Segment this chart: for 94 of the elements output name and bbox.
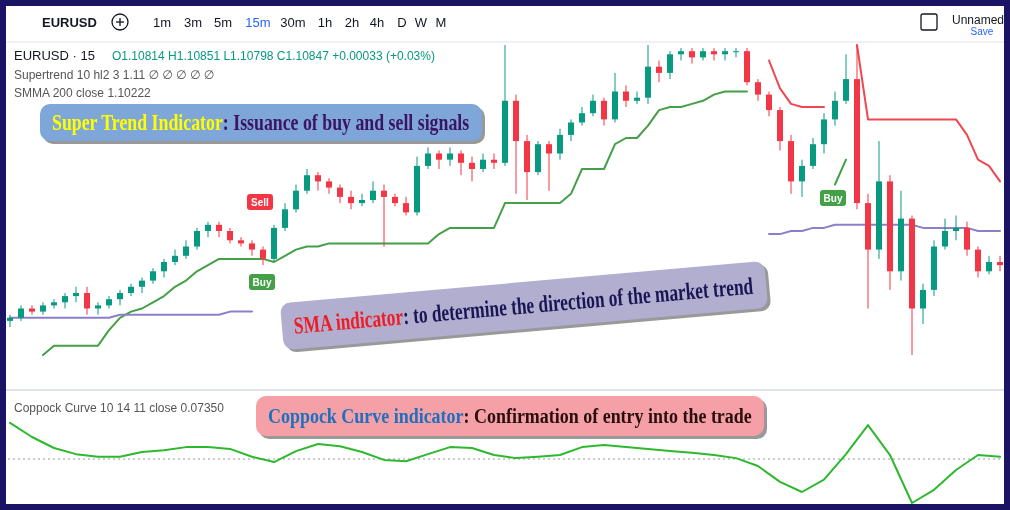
candlestick [370, 180, 376, 204]
annotation: Buy [252, 277, 272, 288]
candlestick [986, 255, 992, 275]
candlestick [568, 118, 574, 142]
text: M [435, 15, 447, 30]
candlestick [953, 215, 959, 241]
candlestick [711, 47, 717, 61]
candlestick [194, 227, 200, 251]
candlestick [491, 153, 497, 170]
candlestick [590, 94, 596, 117]
candlestick [139, 277, 145, 294]
candlestick [73, 286, 79, 303]
candlestick [799, 159, 805, 198]
candlestick [40, 301, 46, 316]
candlestick [216, 221, 222, 238]
candlestick [447, 146, 453, 167]
candlestick [436, 149, 442, 170]
candlestick [172, 249, 178, 266]
text: Unnamed [952, 13, 1005, 27]
candlestick [381, 184, 387, 247]
candlestick [359, 193, 365, 207]
candlestick [942, 218, 948, 251]
candlestick [469, 156, 475, 182]
candlestick [304, 168, 310, 195]
text: 30m [280, 15, 306, 30]
candlestick [425, 146, 431, 170]
candlestick [403, 196, 409, 216]
text: 5m [213, 15, 233, 30]
annotation: Coppock Curve indicator: Confirmation of entry into the trade [268, 404, 753, 428]
candlestick [678, 47, 684, 61]
candlestick [29, 304, 35, 316]
candlestick [249, 239, 255, 257]
candlestick [238, 236, 244, 247]
text: 3m [183, 15, 203, 30]
candlestick [667, 50, 673, 80]
candlestick [458, 149, 464, 176]
candlestick [579, 106, 585, 127]
candlestick [997, 255, 1003, 272]
text: 1m [152, 15, 172, 30]
text: 1h [317, 15, 333, 30]
candlestick [337, 184, 343, 204]
text: 4h [369, 15, 385, 30]
text: W [414, 15, 428, 30]
text: 15m [245, 15, 271, 30]
candlestick [810, 137, 816, 170]
candlestick [755, 78, 761, 102]
candlestick [700, 47, 706, 61]
text: D [397, 15, 407, 30]
candlestick [117, 289, 123, 306]
candlestick [315, 171, 321, 192]
candlestick [260, 246, 266, 266]
annotation: EURUSD · 15 [14, 48, 95, 63]
text: EURUSD [42, 15, 97, 30]
candlestick [832, 91, 838, 127]
candlestick [326, 177, 332, 195]
candlestick [656, 60, 662, 83]
candlestick [205, 221, 211, 238]
annotation: Supertrend 10 hl2 3 1.11 ∅ ∅ ∅ ∅ ∅ [14, 68, 215, 82]
candlestick [766, 91, 772, 117]
candlestick [161, 258, 167, 278]
candlestick [392, 193, 398, 207]
candlestick [183, 239, 189, 260]
candlestick [293, 184, 299, 213]
annotation: O1.10814 H1.10851 L1.10798 C1.10847 +0.00033 (+0.03%) [112, 49, 435, 63]
candlestick [623, 84, 629, 108]
candlestick [480, 153, 486, 173]
text: 2h [344, 15, 360, 30]
candlestick [843, 53, 849, 105]
candlestick [964, 221, 970, 257]
candlestick [557, 128, 563, 161]
candlestick [348, 190, 354, 210]
annotation: Super Trend Indicator: Issuance of buy and sell signals [52, 110, 470, 136]
candlestick [7, 314, 13, 328]
candlestick [689, 47, 695, 65]
candlestick [722, 47, 728, 61]
candlestick [920, 283, 926, 325]
candlestick [634, 91, 640, 105]
candlestick [62, 292, 68, 309]
annotation: SMMA 200 close 1.10222 [14, 86, 152, 100]
candlestick [84, 286, 90, 316]
candlestick [546, 140, 552, 192]
candlestick [51, 298, 57, 309]
candlestick [128, 283, 134, 297]
candlestick [95, 301, 101, 316]
annotation: Sell [251, 197, 270, 208]
candlestick [733, 47, 739, 58]
candlestick [601, 97, 607, 127]
candlestick [975, 246, 981, 278]
annotation: Buy [823, 193, 843, 204]
annotation: SMA indicator: to determine the direction of the market trend [292, 271, 755, 340]
text: Coppock Curve 10 14 11 close 0.07350 [14, 401, 225, 415]
candlestick [282, 202, 288, 232]
candlestick [106, 295, 112, 309]
text: Save [970, 26, 994, 37]
